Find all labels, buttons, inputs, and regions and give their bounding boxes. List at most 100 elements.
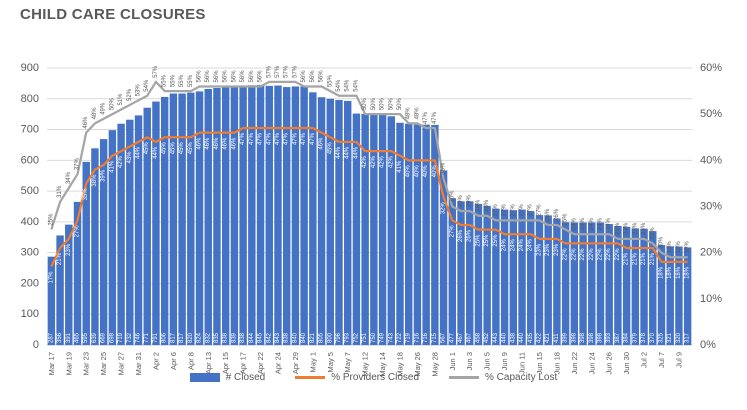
bar-value-label: 840 xyxy=(292,332,298,343)
bar-value-label: 840 xyxy=(301,332,307,343)
left-axis-tick: 600 xyxy=(21,154,39,166)
bar-value-label: 732 xyxy=(127,332,133,343)
x-axis-label: Jun 15 xyxy=(535,352,544,375)
capacity-lost-label: 23% xyxy=(624,222,630,235)
capacity-lost-label: 55% xyxy=(179,74,185,87)
bar-value-label: 399 xyxy=(563,332,569,343)
x-axis-label: May 1 xyxy=(308,352,317,372)
capacity-lost-label: 19% xyxy=(676,241,682,254)
providers-closed-label: 25% xyxy=(484,234,490,247)
x-axis-label: Apr 8 xyxy=(186,352,195,370)
bar xyxy=(56,235,64,345)
providers-closed-label: 46% xyxy=(197,137,203,150)
left-axis-tick: 800 xyxy=(21,93,39,105)
bar xyxy=(221,87,230,346)
capacity-lost-label: 27% xyxy=(528,204,534,217)
providers-closed-label: 21% xyxy=(632,252,638,265)
x-axis-label: Apr 13 xyxy=(204,352,213,374)
x-axis-label: Jun 18 xyxy=(552,352,561,375)
capacity-lost-label: 47% xyxy=(432,111,438,124)
x-axis-label: Apr 6 xyxy=(169,352,178,370)
providers-closed-label: 40% xyxy=(432,165,438,178)
bar xyxy=(187,92,195,345)
x-axis-label: Apr 29 xyxy=(291,352,300,374)
right-axis-tick: 60% xyxy=(700,62,722,74)
bar xyxy=(387,116,395,346)
providers-closed-label: 38% xyxy=(92,174,98,187)
bar-value-label: 321 xyxy=(667,332,673,343)
legend-label-closed: # Closed xyxy=(225,372,266,383)
bar-value-label: 793 xyxy=(345,332,351,343)
providers-closed-label: 46% xyxy=(214,137,220,150)
bar xyxy=(457,201,465,345)
providers-closed-label: 46% xyxy=(319,137,325,150)
x-axis-label: May 14 xyxy=(378,352,387,377)
x-axis-label: Mar 19 xyxy=(64,352,73,375)
bar xyxy=(561,222,570,345)
bar-value-label: 800 xyxy=(327,332,333,343)
capacity-lost-label: 19% xyxy=(685,241,691,254)
providers-closed-label: 47% xyxy=(240,132,246,145)
chart-title: CHILD CARE CLOSURES xyxy=(20,6,206,23)
providers-closed-label: 22% xyxy=(571,248,577,261)
bar xyxy=(344,100,352,345)
capacity-lost-label: 23% xyxy=(615,222,621,235)
bar-value-label: 843 xyxy=(275,332,281,343)
left-axis-tick: 900 xyxy=(21,62,39,74)
bar xyxy=(413,124,422,346)
providers-closed-label: 25% xyxy=(475,234,481,247)
bar-value-label: 746 xyxy=(136,332,142,343)
capacity-lost-label: 19% xyxy=(667,241,673,254)
capacity-lost-label: 50% xyxy=(388,97,394,110)
x-axis-label: Jun 9 xyxy=(500,352,509,370)
right-axis-tick: 10% xyxy=(700,293,722,305)
providers-closed-line xyxy=(50,126,688,267)
bar xyxy=(509,210,518,345)
providers-closed-label: 24% xyxy=(519,239,525,252)
providers-closed-label: 47% xyxy=(266,132,272,145)
x-axis-label: Jun 1 xyxy=(448,352,457,370)
capacity-lost-label: 29% xyxy=(467,194,473,207)
bar-value-label: 393 xyxy=(606,332,612,343)
bar-value-label: 411 xyxy=(554,333,560,343)
providers-closed-label: 18% xyxy=(658,266,664,279)
x-axis-label: Jun 11 xyxy=(518,352,527,374)
bar-value-label: 440 xyxy=(502,332,508,343)
capacity-lost-label: 52% xyxy=(127,88,133,101)
bar-value-label: 422 xyxy=(536,332,542,343)
bar xyxy=(282,87,291,346)
x-axis-label: Mar 25 xyxy=(99,352,108,375)
x-axis-label: May 12 xyxy=(361,352,370,377)
bar xyxy=(405,123,413,345)
bar xyxy=(195,91,204,345)
bar xyxy=(588,222,596,345)
bar xyxy=(248,85,256,345)
capacity-lost-label: 23% xyxy=(641,222,647,235)
bar-value-label: 698 xyxy=(109,332,115,343)
providers-closed-label: 44% xyxy=(136,146,142,159)
bar-value-label: 719 xyxy=(118,332,124,343)
bar-value-label: 370 xyxy=(650,332,656,343)
providers-closed-label: 23% xyxy=(545,243,551,256)
providers-closed-label: 45% xyxy=(170,142,176,155)
capacity-lost-label: 56% xyxy=(301,70,307,83)
capacity-lost-label: 28% xyxy=(484,199,490,212)
providers-closed-label: 40% xyxy=(423,165,429,178)
providers-closed-label: 44% xyxy=(353,146,359,159)
bar-value-label: 805 xyxy=(319,332,325,343)
bar-value-label: 465 xyxy=(75,332,81,343)
capacity-lost-label: 50% xyxy=(109,97,115,110)
providers-closed-label: 47% xyxy=(301,132,307,145)
providers-closed-label: 35% xyxy=(83,188,89,201)
bar xyxy=(230,86,239,345)
bar xyxy=(152,101,160,345)
bar-value-label: 817 xyxy=(170,332,176,343)
capacity-lost-label: 27% xyxy=(519,204,525,217)
bar-value-label: 838 xyxy=(284,332,290,343)
capacity-lost-label: 24% xyxy=(606,218,612,231)
providers-line-swatch-icon xyxy=(295,376,326,379)
providers-closed-label: 46% xyxy=(205,137,211,150)
capacity-lost-label: 36% xyxy=(441,162,447,175)
providers-closed-label: 18% xyxy=(676,266,682,279)
